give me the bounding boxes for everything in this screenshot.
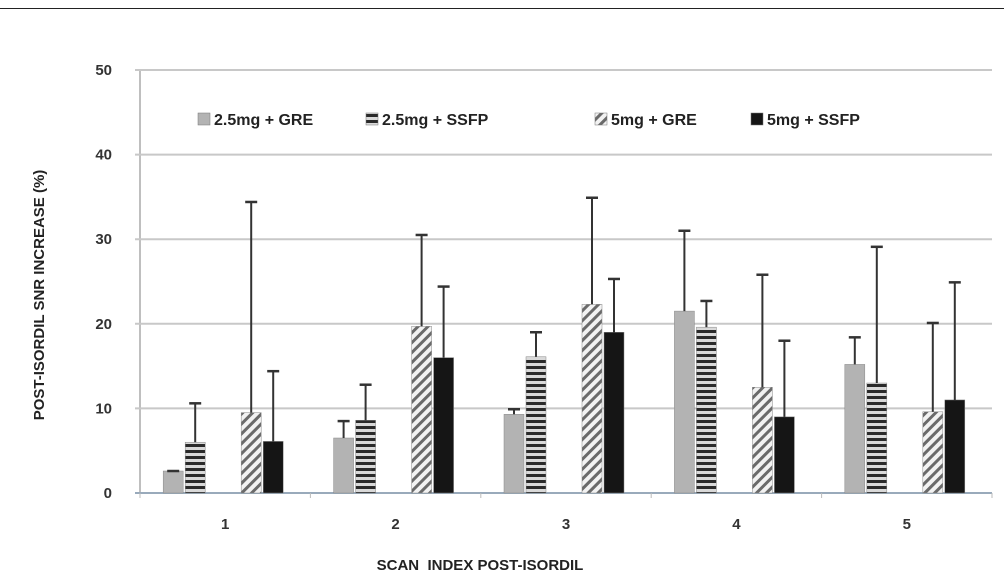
legend-swatch bbox=[594, 112, 608, 126]
bar-5mg-gre-4 bbox=[752, 387, 773, 494]
bar-2-5mg-ssfp-4 bbox=[696, 326, 717, 494]
bar-2-5mg-gre-1 bbox=[162, 470, 184, 494]
y-tick-label: 0 bbox=[104, 485, 112, 502]
x-tick-label: 2 bbox=[391, 516, 399, 533]
legend-label: 2.5mg + GRE bbox=[214, 112, 313, 129]
y-tick-label: 40 bbox=[95, 147, 112, 164]
y-tick-label: 50 bbox=[95, 62, 112, 79]
x-tick-label: 3 bbox=[562, 516, 570, 533]
bar-5mg-gre-2 bbox=[411, 326, 432, 494]
y-tick-label: 30 bbox=[95, 231, 112, 248]
bars bbox=[162, 304, 966, 494]
bar-5mg-ssfp-1 bbox=[262, 441, 284, 494]
error-bars bbox=[167, 196, 961, 473]
x-tick-labels: 1 2 3 4 5 bbox=[221, 516, 911, 533]
bar-5mg-ssfp-4 bbox=[774, 416, 795, 494]
bar-5mg-gre-5 bbox=[922, 411, 944, 494]
legend-swatch bbox=[197, 112, 211, 126]
top-rule bbox=[0, 8, 1004, 9]
bar-5mg-ssfp-2 bbox=[433, 357, 454, 494]
bar-2-5mg-ssfp-1 bbox=[184, 441, 206, 494]
legend-label: 2.5mg + SSFP bbox=[382, 112, 489, 129]
x-tick-label: 1 bbox=[221, 516, 229, 533]
legend-swatch bbox=[750, 112, 764, 126]
y-tick-labels: 0 10 20 30 40 50 bbox=[95, 62, 112, 502]
bar-2-5mg-gre-3 bbox=[503, 414, 525, 494]
bar-5mg-ssfp-5 bbox=[944, 399, 966, 494]
bar-5mg-gre-1 bbox=[240, 412, 262, 494]
bar-2-5mg-gre-4 bbox=[674, 310, 695, 494]
bar-2-5mg-ssfp-3 bbox=[525, 356, 547, 494]
legend-label: 5mg + GRE bbox=[611, 112, 697, 129]
bar-2-5mg-ssfp-5 bbox=[866, 382, 888, 494]
bar-2-5mg-ssfp-2 bbox=[355, 419, 376, 494]
x-tick-label: 5 bbox=[903, 516, 911, 533]
y-tick-label: 10 bbox=[95, 400, 112, 417]
bar-2-5mg-gre-2 bbox=[333, 437, 354, 494]
y-axis-label: POST-ISORDIL SNR INCREASE (%) bbox=[31, 170, 48, 421]
bar-2-5mg-gre-5 bbox=[844, 364, 866, 494]
bar-5mg-ssfp-3 bbox=[603, 332, 625, 494]
y-tick-label: 20 bbox=[95, 316, 112, 333]
legend-swatch bbox=[365, 112, 379, 126]
bar-5mg-gre-3 bbox=[581, 304, 603, 494]
x-axis-label: SCAN INDEX POST-ISORDIL bbox=[377, 557, 584, 574]
legend-label: 5mg + SSFP bbox=[767, 112, 860, 129]
legend: 2.5mg + GRE 2.5mg + SSFP 5mg + GRE 5mg + SS… bbox=[197, 112, 860, 129]
x-tick-label: 4 bbox=[732, 516, 741, 533]
